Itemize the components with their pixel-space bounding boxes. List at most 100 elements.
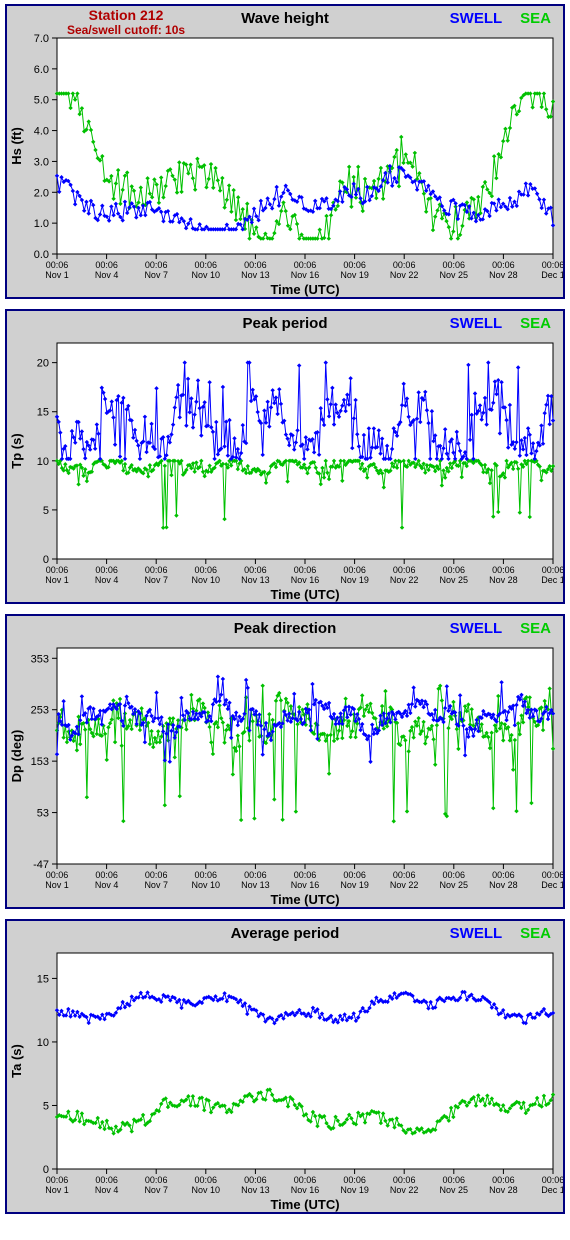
svg-text:00:06: 00:06 [95, 260, 118, 270]
svg-text:Nov 13: Nov 13 [241, 575, 270, 585]
svg-text:Nov 7: Nov 7 [144, 575, 168, 585]
svg-text:1.0: 1.0 [34, 218, 49, 230]
svg-text:Nov 10: Nov 10 [192, 575, 221, 585]
svg-text:00:06: 00:06 [244, 565, 267, 575]
legend-sea: SEA [520, 925, 551, 942]
svg-text:00:06: 00:06 [343, 565, 366, 575]
legend: SWELLSEA [450, 925, 551, 942]
svg-text:00:06: 00:06 [294, 870, 317, 880]
svg-text:10: 10 [37, 1037, 49, 1049]
svg-text:00:06: 00:06 [195, 1175, 218, 1185]
svg-text:00:06: 00:06 [46, 565, 69, 575]
svg-text:00:06: 00:06 [542, 1175, 563, 1185]
svg-text:Nov 22: Nov 22 [390, 270, 419, 280]
svg-text:Nov 10: Nov 10 [192, 1185, 221, 1195]
svg-text:53: 53 [37, 808, 49, 820]
svg-text:Nov 1: Nov 1 [45, 270, 69, 280]
svg-text:00:06: 00:06 [145, 1175, 168, 1185]
svg-text:00:06: 00:06 [393, 870, 416, 880]
svg-text:00:06: 00:06 [443, 565, 466, 575]
svg-text:Nov 13: Nov 13 [241, 270, 270, 280]
svg-text:Dec 1: Dec 1 [541, 880, 563, 890]
svg-text:00:06: 00:06 [542, 870, 563, 880]
svg-text:00:06: 00:06 [343, 870, 366, 880]
y-axis-label: Hs (ft) [9, 127, 24, 165]
chart-panel-peak_period: Peak periodSWELLSEA0510152000:06Nov 100:… [5, 309, 565, 604]
y-axis-label: Tp (s) [9, 433, 24, 468]
svg-text:20: 20 [37, 358, 49, 370]
svg-text:Nov 10: Nov 10 [192, 880, 221, 890]
plot-area: 0510152000:06Nov 100:06Nov 400:06Nov 700… [7, 335, 563, 602]
svg-text:Dec 1: Dec 1 [541, 575, 563, 585]
legend-sea: SEA [520, 620, 551, 637]
svg-text:00:06: 00:06 [145, 565, 168, 575]
legend-swell: SWELL [450, 315, 503, 332]
svg-text:00:06: 00:06 [492, 260, 515, 270]
svg-text:Nov 7: Nov 7 [144, 1185, 168, 1195]
svg-text:Nov 13: Nov 13 [241, 880, 270, 890]
svg-text:00:06: 00:06 [492, 870, 515, 880]
svg-text:00:06: 00:06 [244, 260, 267, 270]
svg-text:Nov 4: Nov 4 [95, 1185, 119, 1195]
svg-text:Nov 1: Nov 1 [45, 880, 69, 890]
svg-text:00:06: 00:06 [542, 260, 563, 270]
svg-text:Time (UTC): Time (UTC) [270, 892, 339, 907]
svg-text:Nov 7: Nov 7 [144, 880, 168, 890]
svg-text:Nov 22: Nov 22 [390, 880, 419, 890]
chart-panel-wave_height: Station 212Sea/swell cutoff: 10sWave hei… [5, 4, 565, 299]
svg-text:Nov 1: Nov 1 [45, 1185, 69, 1195]
svg-text:00:06: 00:06 [393, 565, 416, 575]
legend-swell: SWELL [450, 620, 503, 637]
svg-text:00:06: 00:06 [393, 1175, 416, 1185]
y-axis-label: Dp (deg) [9, 730, 24, 783]
svg-text:00:06: 00:06 [244, 1175, 267, 1185]
svg-text:Nov 7: Nov 7 [144, 270, 168, 280]
svg-text:5: 5 [43, 1100, 49, 1112]
svg-text:2.0: 2.0 [34, 187, 49, 199]
svg-text:10: 10 [37, 456, 49, 468]
legend: SWELL SEA [450, 620, 551, 637]
svg-text:15: 15 [37, 407, 49, 419]
svg-text:00:06: 00:06 [95, 1175, 118, 1185]
svg-text:Nov 25: Nov 25 [440, 575, 469, 585]
svg-text:Nov 4: Nov 4 [95, 575, 119, 585]
svg-text:00:06: 00:06 [294, 565, 317, 575]
svg-text:Nov 4: Nov 4 [95, 270, 119, 280]
svg-text:Nov 28: Nov 28 [489, 270, 518, 280]
svg-text:00:06: 00:06 [443, 1175, 466, 1185]
svg-text:Nov 16: Nov 16 [291, 575, 320, 585]
svg-text:Nov 25: Nov 25 [440, 880, 469, 890]
svg-text:153: 153 [31, 756, 49, 768]
svg-text:00:06: 00:06 [145, 870, 168, 880]
svg-text:Dec 1: Dec 1 [541, 1185, 563, 1195]
svg-text:Nov 1: Nov 1 [45, 575, 69, 585]
svg-text:253: 253 [31, 705, 49, 717]
svg-text:00:06: 00:06 [46, 870, 69, 880]
svg-text:6.0: 6.0 [34, 64, 49, 76]
svg-text:5.0: 5.0 [34, 95, 49, 107]
svg-text:Nov 28: Nov 28 [489, 880, 518, 890]
chart-panel-peak_direction: Peak directionSWELLSEA-475315325335300:0… [5, 614, 565, 909]
svg-text:Nov 19: Nov 19 [340, 880, 369, 890]
svg-text:00:06: 00:06 [145, 260, 168, 270]
legend-sea: SEA [520, 315, 551, 332]
svg-text:00:06: 00:06 [294, 1175, 317, 1185]
svg-text:00:06: 00:06 [46, 1175, 69, 1185]
svg-text:00:06: 00:06 [195, 565, 218, 575]
legend: SWELL SEA [450, 10, 551, 27]
svg-text:00:06: 00:06 [492, 565, 515, 575]
svg-text:00:06: 00:06 [542, 565, 563, 575]
svg-text:Nov 10: Nov 10 [192, 270, 221, 280]
legend-swell: SWELL [450, 10, 503, 27]
chart-panel-avg_period: Average periodSWELLSEA05101500:06Nov 100… [5, 919, 565, 1214]
svg-text:00:06: 00:06 [343, 1175, 366, 1185]
svg-text:00:06: 00:06 [343, 260, 366, 270]
svg-text:5: 5 [43, 505, 49, 517]
svg-text:Nov 16: Nov 16 [291, 1185, 320, 1195]
svg-text:Nov 16: Nov 16 [291, 270, 320, 280]
svg-text:Time (UTC): Time (UTC) [270, 1197, 339, 1212]
legend-sea: SEA [520, 10, 551, 27]
svg-text:Time (UTC): Time (UTC) [270, 587, 339, 602]
plot-area: 05101500:06Nov 100:06Nov 400:06Nov 700:0… [7, 945, 563, 1212]
svg-text:Nov 28: Nov 28 [489, 575, 518, 585]
